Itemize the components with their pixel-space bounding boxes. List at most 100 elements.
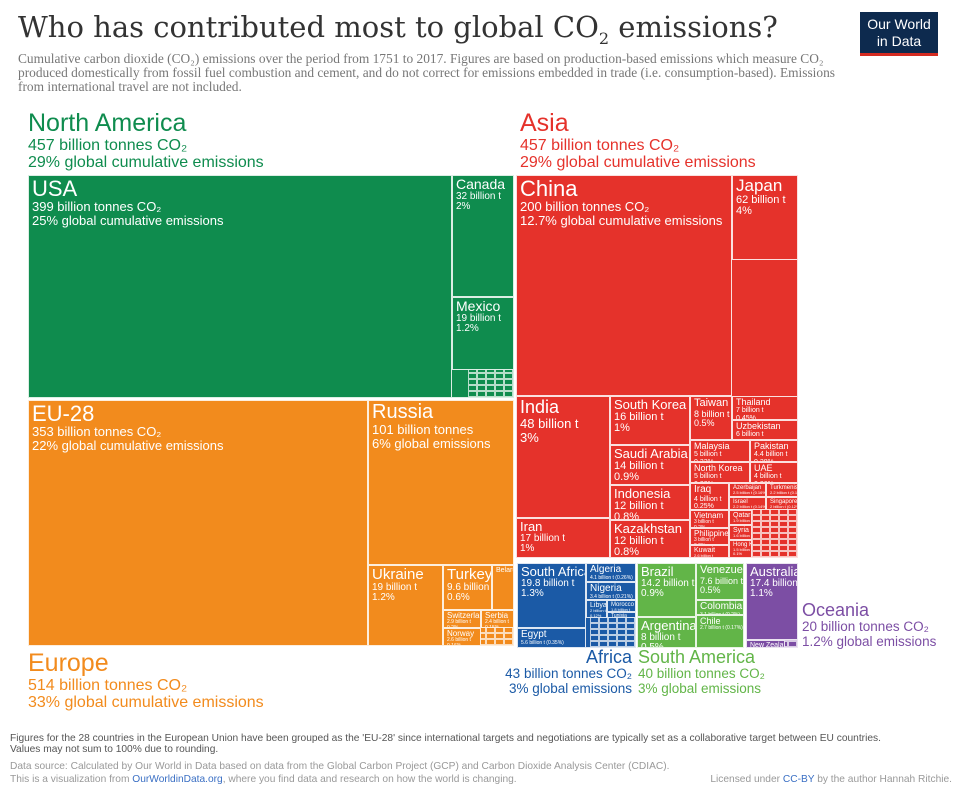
country-indonesia[interactable]: Indonesia 12 billion t 0.8% — [610, 485, 690, 520]
small-country-cell — [779, 539, 788, 545]
country-belarus[interactable]: Belarus — [492, 565, 514, 610]
country-name: Saudi Arabia — [614, 446, 688, 461]
country-india[interactable]: India 48 billion t 3% — [516, 396, 610, 518]
small-country-cell — [626, 629, 635, 635]
small-country-cell — [788, 641, 797, 647]
country-egypt[interactable]: Egypt 5.6 billion t (0.35%) — [517, 628, 586, 648]
country-china[interactable]: China 200 billion tonnes CO₂ 12.7% global … — [516, 175, 732, 396]
country-value: 5 billion t — [694, 451, 722, 459]
country-iraq[interactable]: Iraq 4 billion t 0.25% — [690, 483, 729, 510]
small-country-cell — [590, 641, 599, 647]
cc-by-link[interactable]: CC-BY — [782, 774, 815, 785]
country-value: 3 billion t — [694, 519, 714, 526]
small-country-cell — [477, 373, 486, 379]
country-pct: 0.1% — [733, 538, 748, 539]
small-country-cell — [779, 545, 788, 551]
country-value: 5.6 billion t (0.35%) — [521, 639, 564, 646]
country-name: Libya — [590, 602, 607, 609]
country-value: 1.8 billion t — [611, 607, 631, 612]
country-thailand[interactable]: Thailand 7 billion t 0.45% — [732, 396, 798, 420]
small-country-cell — [788, 533, 797, 539]
country-libya[interactable]: Libya 2 billion t 0.12% — [586, 600, 607, 618]
country-pct: 1.2% — [456, 323, 479, 335]
country-algeria[interactable]: Algeria 4.1 billion t (0.26%) — [586, 563, 636, 582]
country-value: 12 billion t — [614, 499, 664, 512]
country-argentina[interactable]: Argentina 8 billion t 0.5% — [637, 617, 696, 648]
small-country-cell — [590, 623, 599, 629]
small-country-cell — [504, 639, 513, 645]
country-south-korea[interactable]: South Korea 16 billion t 1% — [610, 396, 690, 445]
country-japan[interactable]: Japan 62 billion t 4% — [732, 175, 798, 260]
small-country-cell — [608, 623, 617, 629]
country-value: 19 billion t — [456, 312, 502, 324]
country-pct: 25% global cumulative emissions — [32, 212, 224, 228]
small-country-cell — [770, 539, 779, 545]
country-hong-kong[interactable]: Hong Kong1.5 billion t0.1% — [729, 540, 752, 558]
country-turkey[interactable]: Turkey 9.6 billion t 0.6% — [443, 565, 492, 610]
country-pct: 0.26% — [754, 481, 794, 482]
country-value: 7.6 billion t — [700, 575, 744, 586]
country-russia[interactable]: Russia 101 billion tonnes 6% global emissi… — [368, 400, 514, 565]
country-vietnam[interactable]: Vietnam 3 billion t 0.2% — [690, 510, 729, 528]
country-pct: 0.28% — [754, 459, 794, 461]
country-singapore[interactable]: Singapore 2 billion t (0.12%) — [766, 497, 798, 510]
small-country-cell — [617, 629, 626, 635]
country-iran[interactable]: Iran 17 billion t 1% — [516, 518, 610, 558]
country-mexico[interactable]: Mexico 19 billion t 1.2% — [452, 297, 514, 370]
country-eu-28[interactable]: EU-28 353 billion tonnes CO₂ 22% global cu… — [28, 400, 368, 646]
country-nigeria[interactable]: Nigeria 3.4 billion t (0.21%) — [586, 582, 636, 600]
country-name: Canada — [456, 176, 506, 192]
country-taiwan[interactable]: Taiwan 8 billion t 0.5% — [690, 396, 732, 440]
country-brazil[interactable]: Brazil 14.2 billion t 0.9% — [637, 563, 696, 617]
country-value: 12 billion t — [614, 534, 664, 547]
small-country-cell — [770, 545, 779, 551]
region-value: 20 billion tonnes CO₂ — [802, 619, 929, 635]
owid-link[interactable]: OurWorldinData.org — [132, 774, 223, 785]
country-tunisia[interactable]: Tunisia — [607, 612, 636, 618]
country-south-africa[interactable]: South Africa 19.8 billion t 1.3% — [517, 563, 586, 628]
country-canada[interactable]: Canada 32 billion t 2% — [452, 175, 514, 297]
country-ukraine[interactable]: Ukraine 19 billion t 1.2% — [368, 565, 443, 646]
country-turkmenistan[interactable]: Turkmenistan2.2 billion t (0.14%) — [766, 483, 798, 497]
country-chile[interactable]: Chile 2.7 billion t (0.17%) — [696, 615, 744, 648]
country-switzerland[interactable]: Switzerland2.9 billion t0.2% — [443, 610, 481, 628]
country-name: UAE — [754, 463, 773, 473]
region-pct: 33% global cumulative emissions — [28, 694, 264, 712]
country-pct: 1% — [520, 543, 535, 555]
country-saudi-arabia[interactable]: Saudi Arabia 14 billion t 0.9% — [610, 445, 690, 485]
country-venezuela[interactable]: Venezuela7.6 billion t0.5% — [696, 563, 744, 600]
country-name: Malaysia — [694, 441, 730, 451]
owid-logo[interactable]: Our World in Data — [860, 12, 938, 56]
country-azerbaijan[interactable]: Azerbaijan 2.5 billion t (0.16%) — [729, 483, 766, 497]
small-country-cell — [599, 635, 608, 641]
country-usa[interactable]: USA 399 billion tonnes CO₂ 25% global cumu… — [28, 175, 452, 398]
country-new-zealand[interactable]: New Zealand1 billion t (0.1%) — [746, 640, 785, 648]
small-country-cell — [608, 641, 617, 647]
country-value: 2.7 billion t (0.17%) — [700, 625, 743, 632]
country-norway[interactable]: Norway 2.6 billion t 0.16% — [443, 628, 481, 646]
country-pct: 0.32% — [694, 481, 746, 482]
country-serbia[interactable]: Serbia 2.4 billion t 0.15% — [481, 610, 514, 628]
small-country-cell — [477, 385, 486, 391]
country-name: Syria — [733, 527, 749, 534]
country-kazakhstan[interactable]: Kazakhstan 12 billion t 0.8% — [610, 520, 690, 558]
small-country-cell — [626, 641, 635, 647]
country-israel[interactable]: Israel 2.2 billion t (0.14%) — [729, 497, 766, 510]
small-country-cell — [477, 379, 486, 385]
country-value: 353 billion tonnes CO₂ — [32, 424, 162, 440]
country-name: Tunisia — [611, 613, 627, 618]
country-name: Algeria — [590, 564, 622, 575]
country-colombia[interactable]: Colombia 3.1 billion t (0.2%) — [696, 600, 744, 615]
country-pct: 6% global emissions — [372, 435, 491, 451]
